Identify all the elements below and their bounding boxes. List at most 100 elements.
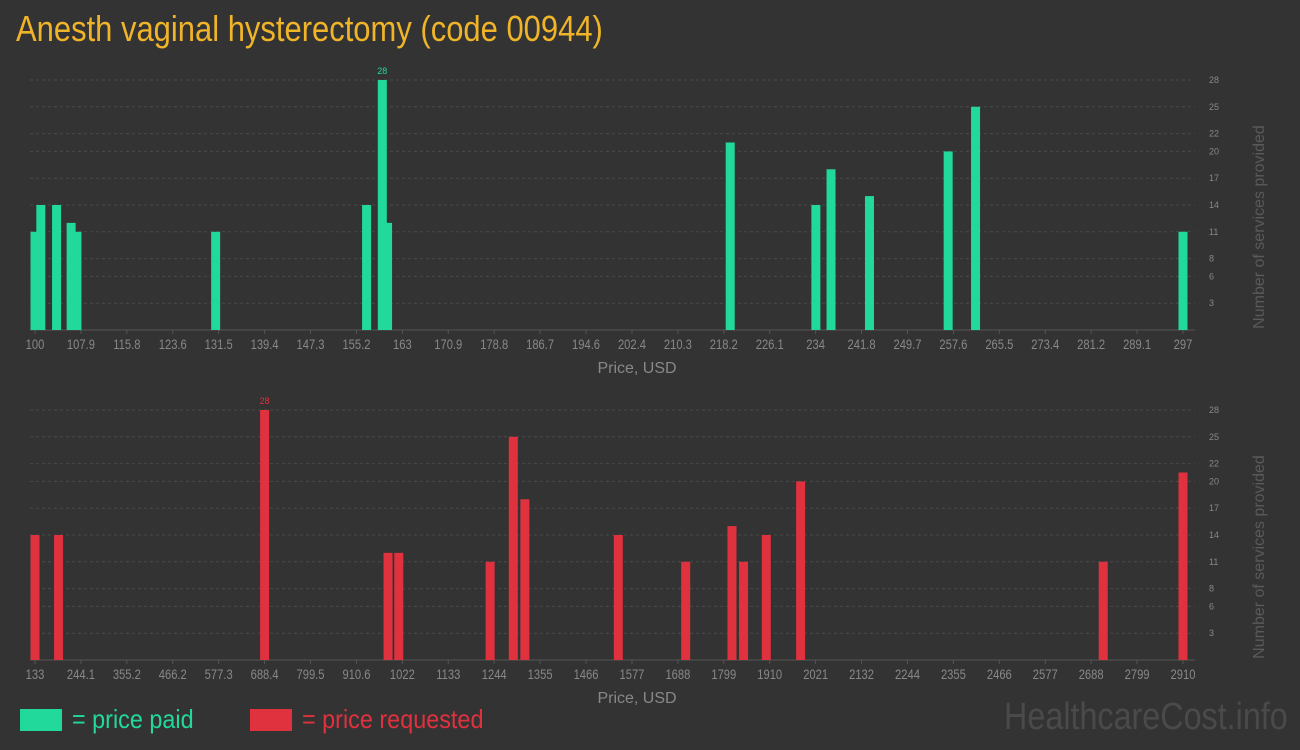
requested-y-tick-label: 17 xyxy=(1209,503,1219,513)
requested-y-tick-label: 20 xyxy=(1209,476,1219,486)
paid-y-tick-label: 11 xyxy=(1209,227,1218,237)
requested-x-tick-label: 1466 xyxy=(574,667,599,682)
paid-x-tick-label: 218.2 xyxy=(710,337,738,352)
paid-y-tick-label: 22 xyxy=(1209,129,1219,139)
paid-y-tick-label: 28 xyxy=(1209,75,1219,85)
legend-swatch-paid xyxy=(20,708,62,731)
requested-x-tick-label: 244.1 xyxy=(67,667,95,682)
paid-x-tick-label: 289.1 xyxy=(1123,337,1151,352)
requested-y-tick-label: 22 xyxy=(1209,459,1219,469)
requested-bar xyxy=(1178,472,1188,660)
requested-bar xyxy=(520,499,530,660)
paid-x-tick-label: 100 xyxy=(26,337,45,352)
requested-x-tick-label: 2244 xyxy=(895,667,920,682)
paid-bar xyxy=(943,151,953,330)
price-paid-chart: 3 6 8 11 14 17 20 22 25 28 100 107.9 115.8 123.6 131.5… xyxy=(26,66,1268,377)
requested-x-tick-label: 1022 xyxy=(390,667,415,682)
requested-bar xyxy=(394,552,404,660)
paid-x-tick-label: 234 xyxy=(806,337,825,352)
paid-x-tick-label: 194.6 xyxy=(572,337,600,352)
paid-x-tick-label: 257.6 xyxy=(939,337,967,352)
legend-label-paid: = price paid xyxy=(72,704,194,734)
paid-x-tick-label: 249.7 xyxy=(893,337,921,352)
requested-bar xyxy=(485,561,495,660)
requested-y-tick-label: 8 xyxy=(1209,584,1214,594)
requested-bar xyxy=(681,561,691,660)
paid-bar xyxy=(72,231,82,330)
requested-x-tick-label: 2355 xyxy=(941,667,966,682)
paid-bar xyxy=(971,106,981,331)
requested-bar xyxy=(613,535,623,660)
requested-bar xyxy=(761,535,771,660)
requested-x-tick-label: 2132 xyxy=(849,667,874,682)
requested-x-tick-label: 1355 xyxy=(528,667,553,682)
requested-x-tick-label: 133 xyxy=(26,667,45,682)
paid-x-tick-label: 170.9 xyxy=(434,337,462,352)
paid-x-axis-label: Price, USD xyxy=(597,360,676,377)
paid-bar xyxy=(826,169,836,330)
requested-x-tick-label: 1910 xyxy=(757,667,782,682)
paid-y-tick-label: 6 xyxy=(1209,271,1214,281)
requested-x-tick-label: 1244 xyxy=(482,667,507,682)
watermark: HealthcareCost.info xyxy=(1004,696,1288,738)
requested-bar xyxy=(54,535,64,660)
paid-bar xyxy=(36,205,46,330)
paid-bar xyxy=(66,222,76,330)
paid-x-tick-label: 273.4 xyxy=(1031,337,1059,352)
requested-y-tick-label: 14 xyxy=(1209,530,1219,540)
legend-price-requested: = price requested xyxy=(250,704,504,735)
paid-bar xyxy=(383,222,393,330)
paid-x-tick-label: 147.3 xyxy=(297,337,325,352)
paid-bar xyxy=(211,231,221,330)
requested-x-tick-label: 2688 xyxy=(1079,667,1104,682)
paid-bar xyxy=(725,142,735,330)
requested-x-tick-label: 1688 xyxy=(665,667,690,682)
requested-x-tick-label: 2799 xyxy=(1125,667,1150,682)
requested-bar xyxy=(383,552,393,660)
paid-x-tick-label: 115.8 xyxy=(113,337,140,352)
requested-y-tick-label: 28 xyxy=(1209,405,1219,415)
requested-bar xyxy=(796,481,806,660)
requested-x-tick-label: 910.6 xyxy=(342,667,370,682)
requested-x-tick-label: 2577 xyxy=(1033,667,1058,682)
requested-x-tick-label: 2021 xyxy=(803,667,828,682)
requested-bar xyxy=(739,561,749,660)
paid-y-tick-label: 25 xyxy=(1209,102,1219,112)
legend-price-paid: = price paid xyxy=(20,704,207,735)
paid-x-tick-label: 226.1 xyxy=(756,337,784,352)
paid-bar xyxy=(1178,231,1188,330)
paid-x-tick-label: 297 xyxy=(1174,337,1193,352)
legend-swatch-requested xyxy=(250,708,292,731)
paid-bar xyxy=(52,205,62,330)
paid-y-axis-label: Number of services provided xyxy=(1251,125,1268,329)
requested-x-tick-label: 688.4 xyxy=(251,667,279,682)
paid-y-tick-label: 8 xyxy=(1209,254,1214,264)
requested-bar xyxy=(508,436,518,660)
requested-x-tick-label: 466.2 xyxy=(159,667,187,682)
requested-bar xyxy=(260,410,270,660)
requested-x-tick-label: 1799 xyxy=(711,667,736,682)
paid-y-tick-label: 14 xyxy=(1209,200,1219,210)
paid-bar xyxy=(864,196,874,330)
requested-y-tick-label: 6 xyxy=(1209,601,1214,611)
paid-y-tick-label: 20 xyxy=(1209,146,1219,156)
requested-x-tick-label: 577.3 xyxy=(205,667,233,682)
paid-bar xyxy=(811,205,821,330)
requested-x-tick-label: 1577 xyxy=(620,667,645,682)
paid-bar xyxy=(377,80,387,330)
requested-x-tick-label: 1133 xyxy=(436,667,460,682)
requested-x-axis-label: Price, USD xyxy=(597,690,676,707)
paid-x-tick-label: 178.8 xyxy=(480,337,508,352)
requested-y-tick-label: 3 xyxy=(1209,628,1214,638)
requested-x-tick-label: 2910 xyxy=(1171,667,1196,682)
paid-x-tick-label: 131.5 xyxy=(205,337,233,352)
requested-x-tick-label: 2466 xyxy=(987,667,1012,682)
paid-x-tick-label: 210.3 xyxy=(664,337,692,352)
requested-y-tick-label: 11 xyxy=(1209,557,1218,567)
paid-x-tick-label: 186.7 xyxy=(526,337,554,352)
paid-x-tick-label: 123.6 xyxy=(159,337,187,352)
requested-y-axis-label: Number of services provided xyxy=(1251,455,1268,659)
requested-bar xyxy=(30,535,40,660)
paid-x-tick-label: 281.2 xyxy=(1077,337,1105,352)
requested-max-value-label: 28 xyxy=(260,396,270,406)
